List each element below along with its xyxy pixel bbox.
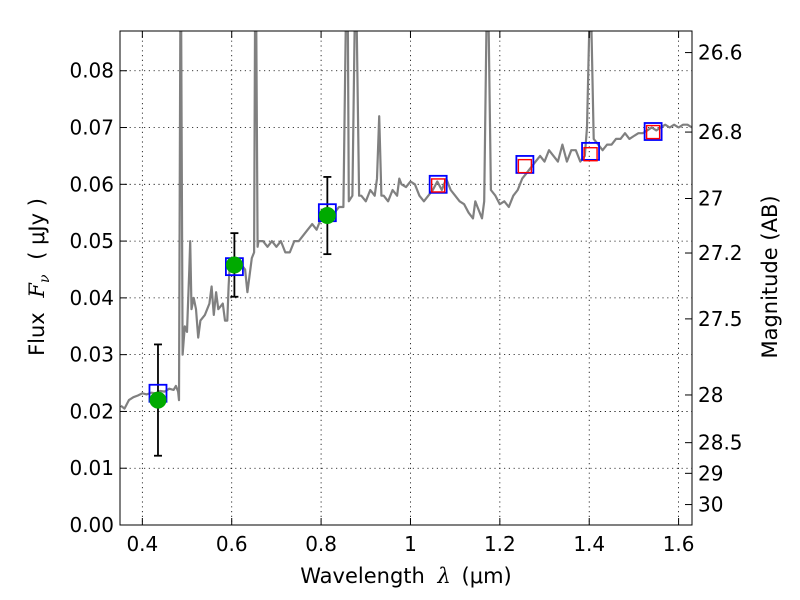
y2-tick-label: 26.8: [698, 120, 743, 144]
y-tick-label: 0.07: [69, 116, 114, 140]
y2-tick-label: 27.5: [698, 307, 743, 331]
upper-limit-box: [430, 178, 446, 193]
x-tick-label: 1.2: [484, 532, 516, 556]
y-tick-label: 0.08: [69, 59, 114, 83]
upper-limit-box: [645, 124, 661, 140]
spectrum-line: [120, 31, 692, 410]
y-tick-label: 0.02: [69, 399, 114, 423]
y2-tick-label: 27.2: [698, 241, 743, 265]
ticks: 0.4 0.6 0.8 1 1.2 1.4 1.6 0.00 0.01 0.02 0.03 0.04 0…: [69, 31, 743, 556]
x-tick-label: 1.4: [573, 532, 605, 556]
x-tick-label: 0.4: [126, 532, 158, 556]
y-tick-label: 0.01: [69, 456, 114, 480]
y-tick-label: 0.00: [69, 513, 114, 537]
model-photometry-box: [581, 141, 600, 161]
x-tick-label: 0.8: [305, 532, 337, 556]
spectrum-layer: [120, 31, 692, 410]
x-axis-label: Wavelength λ (μm): [300, 564, 511, 588]
y2-tick-label: 27: [698, 187, 723, 211]
y-tick-label: 0.05: [69, 229, 114, 253]
y2-tick-label: 28: [698, 383, 723, 407]
model-photometry-box: [428, 174, 448, 194]
observed-point: [149, 391, 167, 409]
grid: [120, 31, 692, 525]
y2-axis-label: Magnitude (AB): [758, 195, 782, 358]
y2-tick-label: 30: [698, 493, 723, 517]
y-tick-label: 0.06: [69, 172, 114, 196]
upper-limit-box: [583, 147, 598, 162]
y-axis-label: Flux Fν ( μJy ): [25, 198, 54, 356]
plot-frame: [119, 30, 693, 526]
y-tick-label: 0.04: [69, 286, 114, 310]
x-tick-label: 1: [404, 532, 417, 556]
y2-tick-label: 26.6: [698, 41, 743, 65]
upper-limit-box: [517, 158, 533, 174]
y2-tick-label: 29: [698, 461, 723, 485]
x-tick-label: 1.6: [663, 532, 695, 556]
photometry-layer: [148, 122, 663, 457]
x-tick-label: 0.6: [216, 532, 248, 556]
y2-tick-label: 28.5: [698, 431, 743, 455]
model-photometry-box: [643, 122, 663, 141]
observed-point: [225, 256, 243, 274]
y-tick-label: 0.03: [69, 343, 114, 367]
observed-point: [318, 207, 336, 225]
